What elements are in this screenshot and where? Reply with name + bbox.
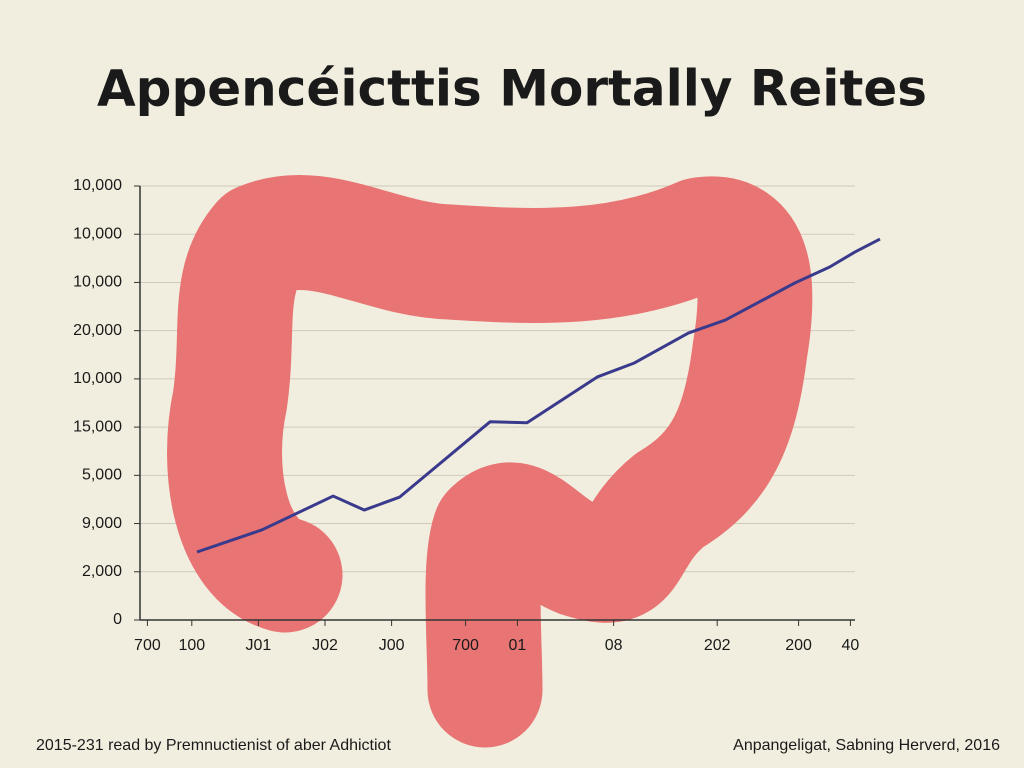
y-tick-label: 10,000 xyxy=(73,177,122,194)
x-tick-label: 700 xyxy=(134,637,161,654)
x-tick-label: 100 xyxy=(178,637,205,654)
colon-illustration xyxy=(167,175,813,748)
x-tick-label: 202 xyxy=(704,637,731,654)
y-tick-label: 2,000 xyxy=(82,563,122,580)
footer-left: 2015-231 read by Premnuctienist of aber … xyxy=(36,737,391,754)
y-tick-label: 20,000 xyxy=(73,322,122,339)
y-tick-label: 10,000 xyxy=(73,225,122,242)
x-tick-label: 01 xyxy=(509,637,527,654)
y-tick-label: 5,000 xyxy=(82,467,122,484)
x-tick-label: J02 xyxy=(312,637,338,654)
data-line xyxy=(196,237,881,554)
y-tick-label: 10,000 xyxy=(73,274,122,291)
x-tick-label: 08 xyxy=(605,637,623,654)
y-tick-label: 10,000 xyxy=(73,370,122,387)
chart-title: Appencéicttis Mortally Reites xyxy=(97,60,927,118)
x-tick-label: J01 xyxy=(246,637,272,654)
x-tick-label: 40 xyxy=(842,637,860,654)
x-tick-label: 700 xyxy=(452,637,479,654)
x-tick-label: 200 xyxy=(785,637,812,654)
y-tick-label: 15,000 xyxy=(73,418,122,435)
footer-right: Anpangeligat, Sabning Herverd, 2016 xyxy=(733,737,1000,754)
y-tick-label: 0 xyxy=(113,611,122,628)
y-tick-label: 9,000 xyxy=(82,515,122,532)
x-tick-label: J00 xyxy=(379,637,405,654)
